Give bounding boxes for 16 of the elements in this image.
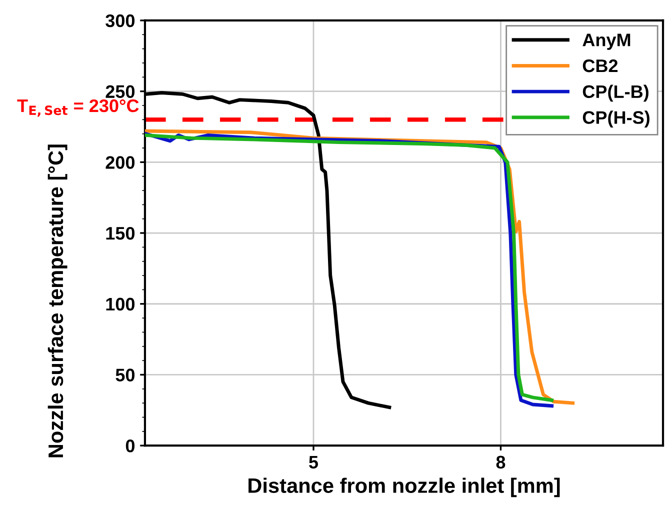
y-tick-label: 250 xyxy=(106,85,135,98)
y-tick-label: 50 xyxy=(116,368,135,382)
ref-line-label: T$_{E,Set}$ = 230°C xyxy=(17,99,139,117)
legend-label: CP(H-S) xyxy=(582,110,650,128)
y-tick-label: 200 xyxy=(106,156,135,169)
legend-label: CP(L-B) xyxy=(582,84,648,102)
y-tick-label: 300 xyxy=(106,14,135,28)
y-tick-label: 0 xyxy=(126,440,135,452)
legend-label: AnyM xyxy=(582,34,630,50)
legend-label: CB2 xyxy=(582,59,618,72)
y-axis-title: Nozzle surface temperature [°C] xyxy=(48,144,68,458)
x-tick-label: 8 xyxy=(496,456,506,469)
x-tick-label: 5 xyxy=(309,456,318,469)
y-tick-label: 100 xyxy=(106,298,135,311)
x-axis-title: Distance from nozzle inlet [mm] xyxy=(248,478,560,498)
y-tick-label: 150 xyxy=(106,226,135,240)
